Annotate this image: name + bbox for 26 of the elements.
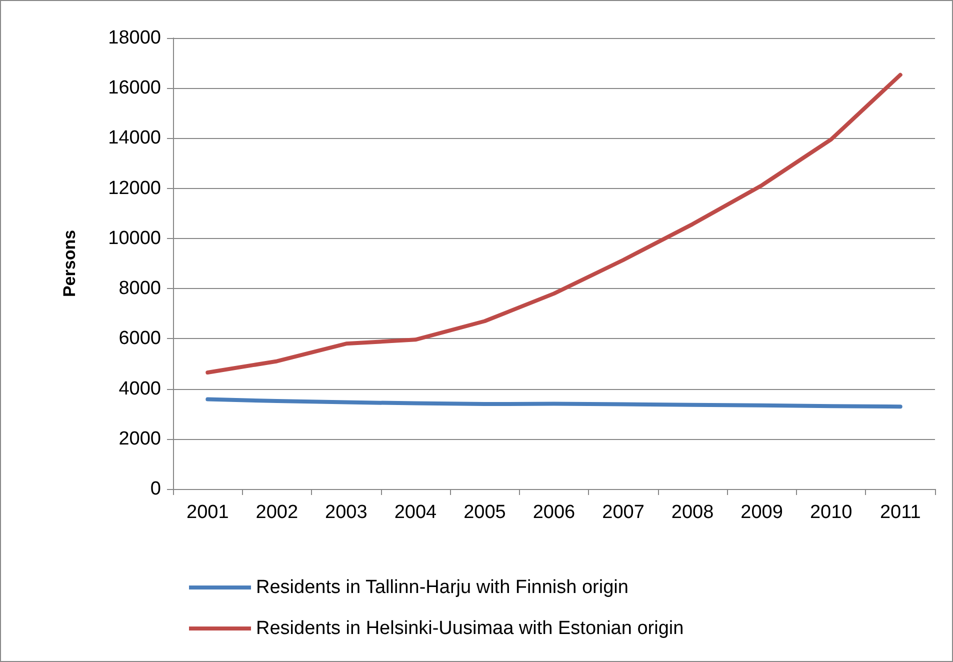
x-tick-label: 2002 xyxy=(256,502,298,523)
x-tick-label: 2006 xyxy=(532,502,576,523)
y-tick-label: 2000 xyxy=(118,428,161,450)
y-tick-label: 8000 xyxy=(118,278,161,300)
x-tick-label: 2005 xyxy=(464,502,506,523)
y-tick-label: 14000 xyxy=(108,128,161,149)
y-tick-label: 4000 xyxy=(118,378,161,400)
x-tick-label: 2009 xyxy=(740,502,783,523)
y-tick-label: 16000 xyxy=(108,78,161,99)
x-tick-label: 2010 xyxy=(810,502,852,523)
y-tick-label: 18000 xyxy=(108,28,161,48)
x-tick-label: 2003 xyxy=(325,502,368,523)
line-series xyxy=(206,397,902,409)
y-axis-title: Persons xyxy=(60,230,79,298)
x-tick-label: 2007 xyxy=(602,502,644,523)
y-tick-label: 12000 xyxy=(108,178,161,199)
legend-label: Residents in Tallinn-Harju with Finnish origin xyxy=(256,577,628,598)
y-tick-label: 0 xyxy=(150,478,161,500)
legend-label: Residents in Helsinki-Uusimaa with Estonian origin xyxy=(256,618,684,639)
x-tick-label: 2011 xyxy=(880,502,921,523)
line-series xyxy=(206,72,902,374)
y-tick-label: 10000 xyxy=(108,228,161,249)
x-tick-label: 2008 xyxy=(671,502,714,523)
y-tick-label: 6000 xyxy=(118,328,161,350)
x-tick-label: 2004 xyxy=(394,502,438,523)
x-tick-label: 2001 xyxy=(186,502,229,523)
